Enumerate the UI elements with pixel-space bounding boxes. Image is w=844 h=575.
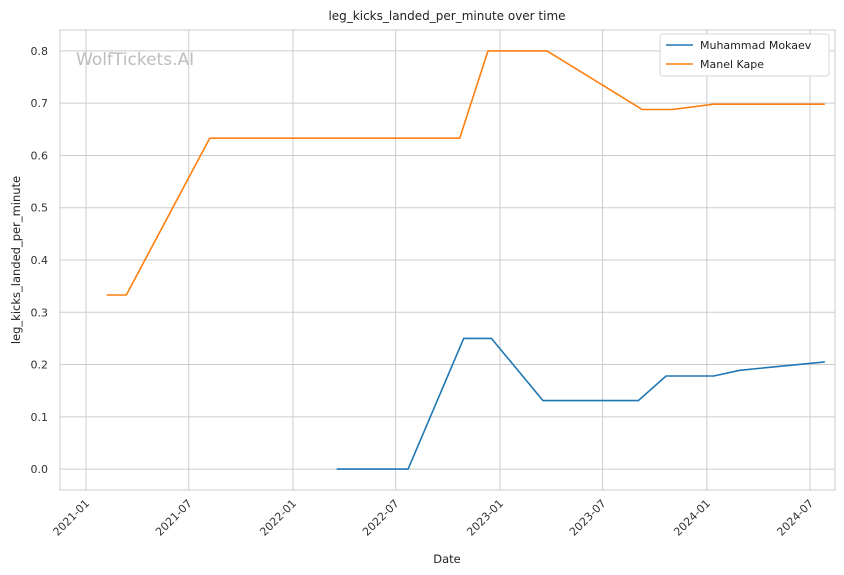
y-tick-label: 0.7 <box>31 97 49 110</box>
legend-box <box>659 33 830 77</box>
plot-frame <box>59 29 836 491</box>
y-axis-title: leg_kicks_landed_per_minute <box>9 176 23 344</box>
y-tick-labels: 0.0 0.1 0.2 0.3 0.4 0.5 0.6 0.7 0.8 <box>31 45 49 476</box>
legend-label-kape: Manel Kape <box>700 58 764 71</box>
legend-label-mokaev: Muhammad Mokaev <box>700 39 812 52</box>
grid-lines <box>60 30 835 490</box>
x-tick-label: 2023-07 <box>567 497 609 539</box>
x-axis-title: Date <box>433 552 461 566</box>
chart-title: leg_kicks_landed_per_minute over time <box>328 9 565 23</box>
x-tick-label: 2024-01 <box>671 497 713 539</box>
series-line-0 <box>336 337 825 470</box>
x-tick-label: 2021-07 <box>153 497 195 539</box>
x-tick-label: 2024-07 <box>774 497 816 539</box>
y-tick-label: 0.6 <box>31 149 49 162</box>
x-tick-labels: 2021-01 2021-07 2022-01 2022-07 2023-01 2023-… <box>51 497 817 539</box>
y-tick-label: 0.2 <box>31 359 49 372</box>
y-tick-label: 0.3 <box>31 306 49 319</box>
y-tick-label: 0.5 <box>31 202 49 215</box>
x-tick-label: 2023-01 <box>464 497 506 539</box>
series-lines <box>106 50 825 470</box>
x-tick-label: 2021-01 <box>51 497 93 539</box>
legend: Muhammad Mokaev Manel Kape <box>659 33 830 77</box>
x-tick-label: 2022-01 <box>257 497 299 539</box>
y-tick-label: 0.1 <box>31 411 49 424</box>
x-tick-label: 2022-07 <box>360 497 402 539</box>
y-tick-label: 0.4 <box>31 254 49 267</box>
y-tick-label: 0.0 <box>31 463 49 476</box>
y-tick-label: 0.8 <box>31 45 49 58</box>
watermark: WolfTickets.AI <box>76 50 194 70</box>
series-line-1 <box>106 50 825 296</box>
